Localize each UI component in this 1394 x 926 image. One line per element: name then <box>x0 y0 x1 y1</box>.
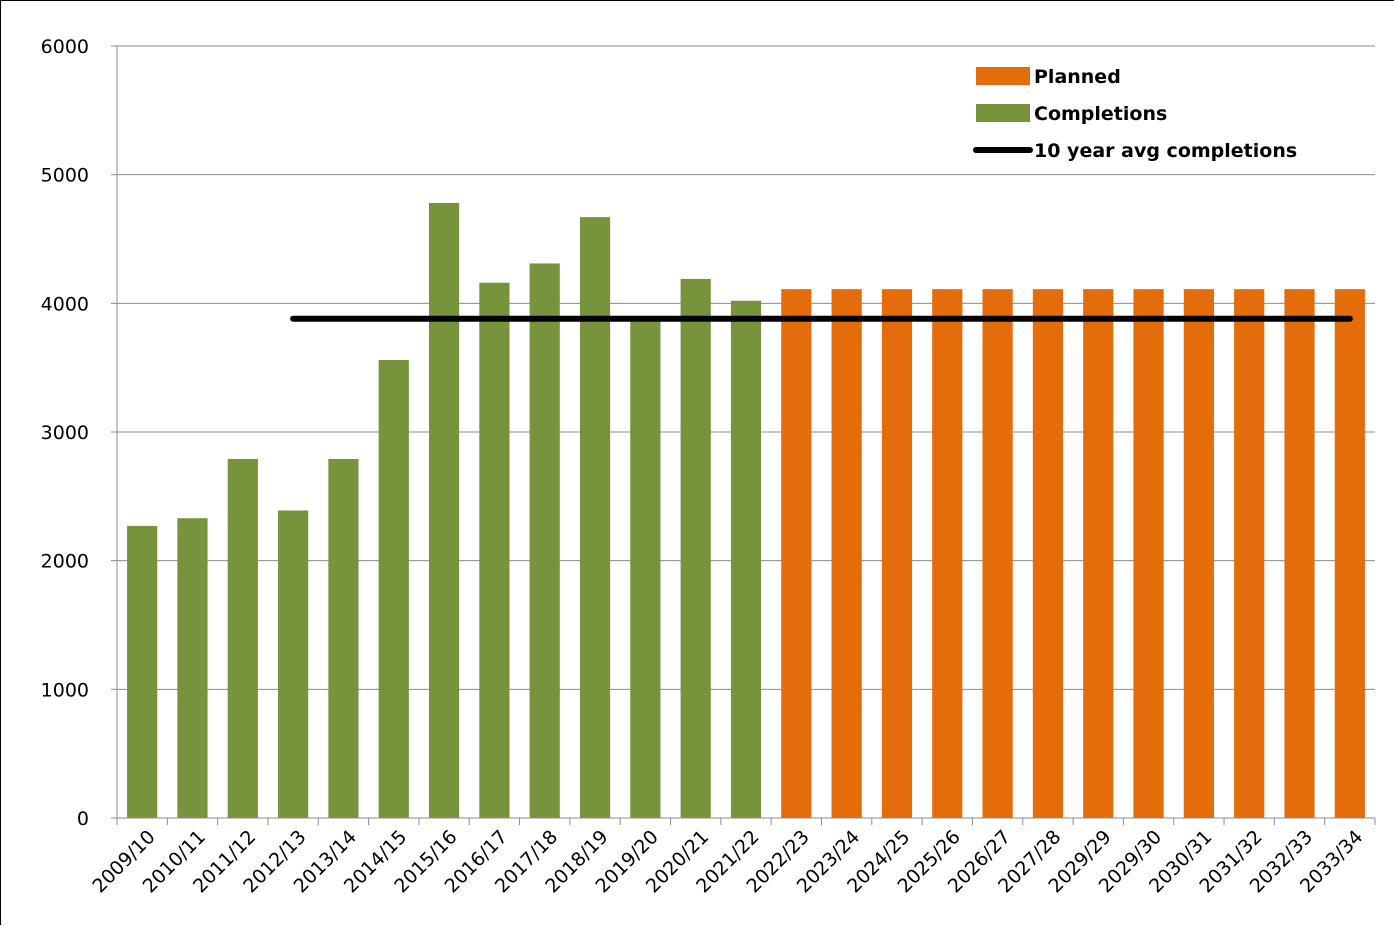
bar-planned <box>831 289 862 818</box>
bar-planned <box>881 289 913 818</box>
legend-label: 10 year avg completions <box>1034 140 1297 162</box>
bar-planned <box>932 289 963 818</box>
bar-completions <box>479 282 510 818</box>
bar-completions <box>177 518 208 818</box>
axes <box>111 45 1376 825</box>
y-axis-tick-labels: 0 1000 2000 3000 4000 5000 6000 <box>41 36 89 830</box>
bar-completions <box>630 320 661 818</box>
bars <box>127 202 1365 819</box>
bar-completions <box>579 217 611 819</box>
legend-label: Completions <box>1034 103 1167 125</box>
y-tick-label: 4000 <box>41 293 89 315</box>
y-tick-label: 5000 <box>41 165 89 187</box>
bar-completions <box>127 525 158 818</box>
bar-planned <box>1183 289 1214 818</box>
legend-swatch <box>976 104 1030 122</box>
bar-planned <box>1334 289 1365 818</box>
bar-completions <box>680 278 711 818</box>
bar-completions <box>529 263 560 818</box>
bar-completions <box>428 202 460 818</box>
bar-planned <box>1032 289 1064 818</box>
y-tick-label: 6000 <box>41 36 89 58</box>
bar-planned <box>1284 289 1315 818</box>
bar-planned <box>1133 289 1164 818</box>
bar-planned <box>1234 289 1265 818</box>
legend: Planned Completions 10 year avg completion… <box>973 66 1297 162</box>
y-tick-label: 0 <box>77 808 89 830</box>
bar-planned <box>982 289 1013 818</box>
bar-completions <box>378 359 409 818</box>
bar-completions <box>278 510 309 818</box>
bar-planned <box>1083 289 1114 818</box>
legend-label: Planned <box>1034 66 1121 88</box>
x-axis-tick-labels: 2009/102010/112011/122012/132013/142014/… <box>88 826 1367 897</box>
bar-completions <box>730 300 762 818</box>
y-tick-label: 1000 <box>41 679 89 701</box>
bar-completions <box>227 459 258 818</box>
bar-completions <box>328 459 359 818</box>
y-tick-label: 3000 <box>41 422 89 444</box>
legend-swatch <box>976 67 1030 85</box>
y-tick-label: 2000 <box>41 551 89 573</box>
bar-planned <box>781 289 812 818</box>
